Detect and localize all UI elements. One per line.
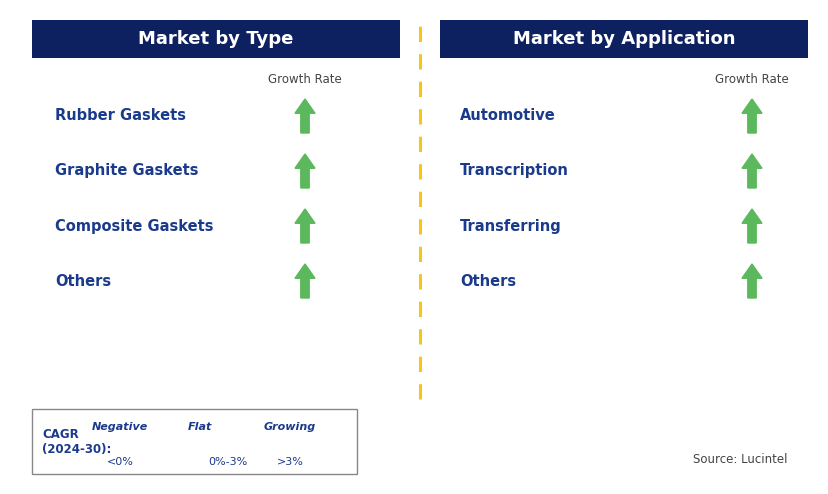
Text: Flat: Flat: [188, 422, 212, 432]
FancyBboxPatch shape: [32, 409, 357, 474]
Text: Market by Application: Market by Application: [513, 30, 734, 48]
Text: Market by Type: Market by Type: [138, 30, 293, 48]
Text: Others: Others: [55, 274, 111, 288]
Text: CAGR
(2024-30):: CAGR (2024-30):: [42, 427, 111, 455]
FancyBboxPatch shape: [440, 20, 807, 58]
Polygon shape: [137, 431, 151, 453]
Text: Transferring: Transferring: [460, 218, 561, 234]
Polygon shape: [741, 99, 761, 133]
Text: <0%: <0%: [107, 457, 133, 467]
Polygon shape: [295, 154, 315, 188]
Text: Growing: Growing: [263, 422, 315, 432]
Polygon shape: [741, 154, 761, 188]
Polygon shape: [295, 209, 315, 243]
Text: Automotive: Automotive: [460, 109, 555, 124]
Polygon shape: [315, 431, 328, 453]
Text: Source: Lucintel: Source: Lucintel: [692, 453, 787, 465]
Polygon shape: [741, 209, 761, 243]
Text: Transcription: Transcription: [460, 164, 568, 178]
Text: Graphite Gaskets: Graphite Gaskets: [55, 164, 198, 178]
Text: Growth Rate: Growth Rate: [267, 74, 341, 86]
Text: Negative: Negative: [92, 422, 148, 432]
Polygon shape: [295, 264, 315, 298]
Text: Growth Rate: Growth Rate: [715, 74, 788, 86]
Polygon shape: [295, 99, 315, 133]
Polygon shape: [207, 435, 234, 453]
FancyBboxPatch shape: [32, 20, 400, 58]
Text: Composite Gaskets: Composite Gaskets: [55, 218, 214, 234]
Text: Rubber Gaskets: Rubber Gaskets: [55, 109, 185, 124]
Text: >3%: >3%: [277, 457, 303, 467]
Text: Others: Others: [460, 274, 516, 288]
Text: 0%-3%: 0%-3%: [208, 457, 248, 467]
Polygon shape: [741, 264, 761, 298]
